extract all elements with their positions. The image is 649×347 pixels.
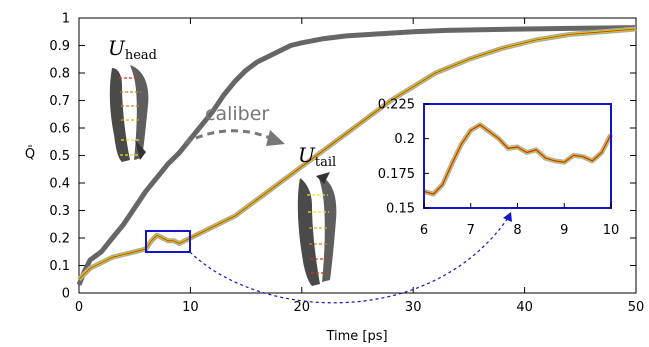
y-tick-label: 0 bbox=[62, 287, 70, 302]
y-tick-label: 0.4 bbox=[49, 177, 70, 192]
y-axis-label: Q̄ bbox=[25, 147, 35, 162]
y-tick-label: 0.7 bbox=[49, 94, 70, 109]
caliber-arrow-head bbox=[266, 130, 285, 146]
zoom-region-box bbox=[145, 230, 191, 253]
inset-ticks: 6 7 8 9 10 0.15 0.175 0.2 0.225 bbox=[378, 98, 619, 239]
u-tail-label: Utail bbox=[298, 143, 336, 170]
x-axis-label: Time [ps] bbox=[325, 329, 387, 344]
u-head-sub: head bbox=[125, 48, 157, 63]
y-tick-label: 0.9 bbox=[49, 39, 70, 54]
x-tick-label: 20 bbox=[294, 300, 311, 315]
x-tick-label: 0 bbox=[75, 300, 83, 315]
inset-x-tick-label: 9 bbox=[560, 223, 568, 238]
inset-y-tick-label: 0.2 bbox=[394, 132, 415, 147]
x-tick-label: 10 bbox=[182, 300, 199, 315]
inset-lines bbox=[423, 122, 614, 197]
zoom-connector bbox=[189, 217, 509, 304]
y-tick-label: 0.2 bbox=[49, 232, 70, 247]
main-ticks: 0 10 20 30 40 50 0 0.1 0.2 0.3 0.4 0.5 0.6 0.7 0.8 0.9 1 bbox=[49, 12, 644, 316]
zoom-connector-head bbox=[503, 212, 512, 222]
x-tick-label: 40 bbox=[516, 300, 533, 315]
u-head-label: Uhead bbox=[108, 36, 157, 63]
inset-y-tick-label: 0.175 bbox=[378, 167, 415, 182]
u-head-main: U bbox=[108, 36, 126, 60]
protein-tail-illustration bbox=[297, 172, 337, 286]
y-tick-label: 0.3 bbox=[49, 204, 70, 219]
inset-x-tick-label: 6 bbox=[420, 223, 428, 238]
y-tick-label: 1 bbox=[62, 12, 70, 27]
inset-series-trace bbox=[423, 124, 612, 195]
inset-y-tick-label: 0.225 bbox=[378, 98, 415, 113]
u-tail-main: U bbox=[298, 143, 316, 167]
inset-x-tick-label: 8 bbox=[513, 223, 521, 238]
x-tick-label: 50 bbox=[628, 300, 645, 315]
y-tick-label: 0.5 bbox=[49, 149, 70, 164]
inset-y-tick-label: 0.15 bbox=[386, 202, 415, 217]
u-tail-sub: tail bbox=[315, 155, 336, 170]
protein-head-illustration bbox=[109, 65, 149, 162]
x-tick-label: 30 bbox=[405, 300, 422, 315]
y-tick-label: 0.8 bbox=[49, 67, 70, 82]
series-u-head-line bbox=[76, 25, 637, 286]
inset-x-tick-label: 7 bbox=[467, 223, 475, 238]
y-tick-label: 0.1 bbox=[49, 259, 70, 274]
inset-x-tick-label: 10 bbox=[603, 223, 620, 238]
caliber-label: caliber bbox=[205, 103, 269, 125]
y-tick-label: 0.6 bbox=[49, 122, 70, 137]
